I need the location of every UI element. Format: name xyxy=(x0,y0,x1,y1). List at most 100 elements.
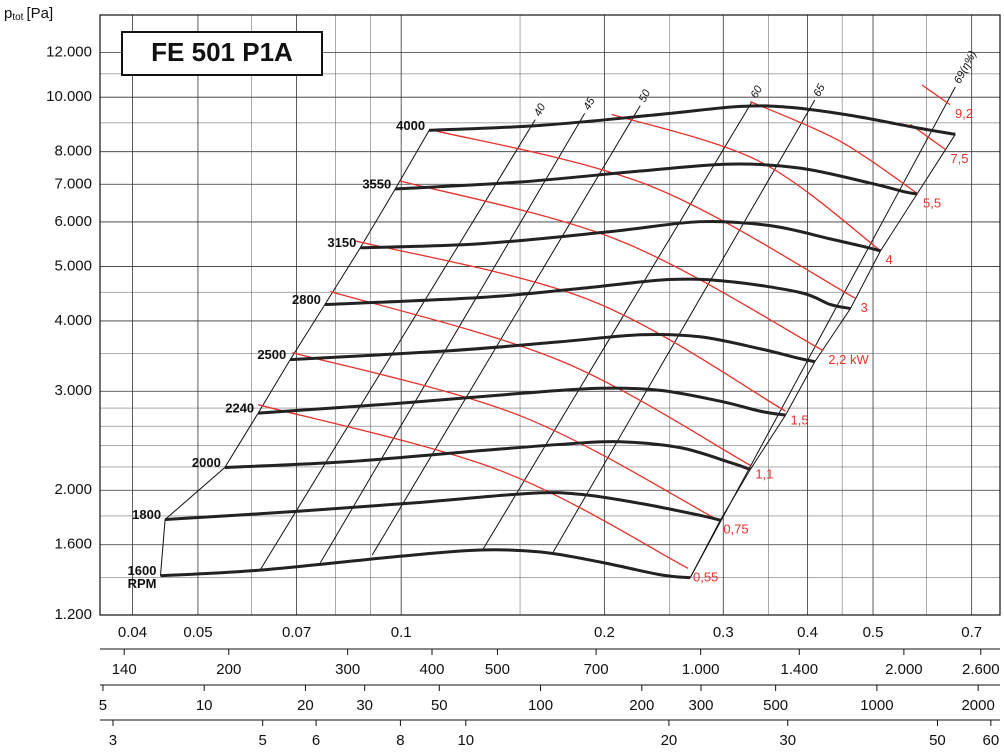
y-tick-label: 1.200 xyxy=(54,606,92,623)
power-line xyxy=(428,128,856,299)
y-label-symbol: p xyxy=(4,5,12,22)
x-tick-label: 0.1 xyxy=(391,624,412,641)
rpm-label: 1800 xyxy=(132,507,161,522)
x-tick-label: 20 xyxy=(661,732,678,749)
rpm-curve xyxy=(165,491,721,522)
x-tick-label: 0.05 xyxy=(183,624,212,641)
efficiency-line xyxy=(371,105,641,556)
x-tick-label: 2.000 xyxy=(885,661,923,678)
power-line xyxy=(921,84,951,106)
power-line xyxy=(400,180,824,352)
power-label: 3 xyxy=(861,300,868,315)
x-tick-label: 400 xyxy=(419,661,444,678)
power-label: 5,5 xyxy=(923,195,941,210)
power-line xyxy=(750,101,919,195)
rpm-curve xyxy=(224,440,751,471)
y-axis-label: ptot [Pa] xyxy=(4,5,53,23)
x-tick-label: 10 xyxy=(196,697,213,714)
rpm-unit: RPM xyxy=(128,576,157,591)
x-tick-label: 200 xyxy=(629,697,654,714)
rpm-curve xyxy=(160,548,691,580)
efficiency-line xyxy=(319,113,586,564)
x-tick-label: 0.4 xyxy=(797,624,818,641)
plot-area xyxy=(100,15,1000,615)
power-label: 7,5 xyxy=(950,151,968,166)
x-tick-label: 6 xyxy=(312,732,320,749)
power-label: 1,1 xyxy=(755,467,773,482)
envelope-line xyxy=(159,130,430,576)
rpm-curve xyxy=(429,104,956,136)
x-tick-label: 0.5 xyxy=(863,624,884,641)
rpm-label: 4000 xyxy=(396,118,425,133)
y-tick-label: 1.600 xyxy=(54,536,92,553)
x-tick-label: 0.04 xyxy=(118,624,147,641)
rpm-label: 2240 xyxy=(225,401,254,416)
x-tick-label: 20 xyxy=(297,697,314,714)
x-tick-label: 50 xyxy=(431,697,448,714)
power-label: 0,55 xyxy=(693,570,718,585)
labels: 1.200 1.600 2.000 3.000 4.000 5.000 6.000 7.000… xyxy=(46,44,1000,749)
rpm-label: 3150 xyxy=(327,235,356,250)
rpm-label: 1600 xyxy=(128,563,157,578)
x-tick-label: 60 xyxy=(983,732,1000,749)
plot-frame xyxy=(99,14,1001,616)
y-tick-label: 4.000 xyxy=(54,312,92,329)
y-tick-label: 12.000 xyxy=(46,44,92,61)
y-tick-label: 7.000 xyxy=(54,175,92,192)
y-tick-label: 6.000 xyxy=(54,213,92,230)
x-tick-label: 200 xyxy=(216,661,241,678)
curves xyxy=(159,84,956,580)
x-tick-label: 500 xyxy=(485,661,510,678)
y-tick-label: 10.000 xyxy=(46,88,92,105)
power-line xyxy=(292,351,719,521)
power-label: 4 xyxy=(886,252,893,267)
rpm-label: 2500 xyxy=(257,347,286,362)
x-tick-label: 10 xyxy=(457,732,474,749)
efficiency-line xyxy=(482,101,753,551)
rpm-curve xyxy=(360,219,881,253)
x-tick-label: 1000 xyxy=(860,697,893,714)
y-tick-label: 8.000 xyxy=(54,143,92,160)
x-tick-label: 5 xyxy=(99,697,107,714)
x-tick-label: 0.07 xyxy=(282,624,311,641)
x-tick-label: 700 xyxy=(584,661,609,678)
x-tick-label: 2.600 xyxy=(962,661,1000,678)
power-line xyxy=(330,290,751,466)
power-line xyxy=(257,404,689,569)
x-tick-label: 3 xyxy=(109,732,117,749)
efficiency-line xyxy=(552,99,816,553)
rpm-label: 2800 xyxy=(292,292,321,307)
power-line xyxy=(611,113,881,252)
power-label: 9,2 xyxy=(955,106,973,121)
x-tick-label: 30 xyxy=(356,697,373,714)
y-tick-label: 3.000 xyxy=(54,382,92,399)
x-tick-label: 5 xyxy=(259,732,267,749)
x-tick-label: 100 xyxy=(528,697,553,714)
y-tick-label: 5.000 xyxy=(54,257,92,274)
x-tick-label: 300 xyxy=(335,661,360,678)
rpm-curve xyxy=(395,162,918,196)
power-line xyxy=(355,240,786,412)
power-label: 1,5 xyxy=(791,413,809,428)
x-tick-label: 140 xyxy=(112,661,137,678)
x-tick-label: 300 xyxy=(689,697,714,714)
x-tick-label: 50 xyxy=(929,732,946,749)
x-tick-label: 30 xyxy=(779,732,796,749)
rpm-curve xyxy=(258,386,786,417)
x-tick-label: 0.7 xyxy=(961,624,982,641)
rpm-label: 2000 xyxy=(192,455,221,470)
y-tick-label: 2.000 xyxy=(54,481,92,498)
power-label: 2,2 kW xyxy=(828,352,869,367)
x-tick-label: 1.000 xyxy=(682,661,720,678)
power-label: 0,75 xyxy=(723,522,748,537)
y-label-unit: [Pa] xyxy=(26,5,53,22)
x-tick-label: 500 xyxy=(763,697,788,714)
rpm-curve xyxy=(290,332,816,364)
efficiency-line xyxy=(259,119,536,571)
efficiency-line xyxy=(689,86,956,578)
y-label-sub: tot xyxy=(12,12,23,23)
chart-title: FE 501 P1A xyxy=(151,37,293,67)
x-tick-label: 0.2 xyxy=(594,624,615,641)
rpm-label: 3550 xyxy=(362,176,391,191)
